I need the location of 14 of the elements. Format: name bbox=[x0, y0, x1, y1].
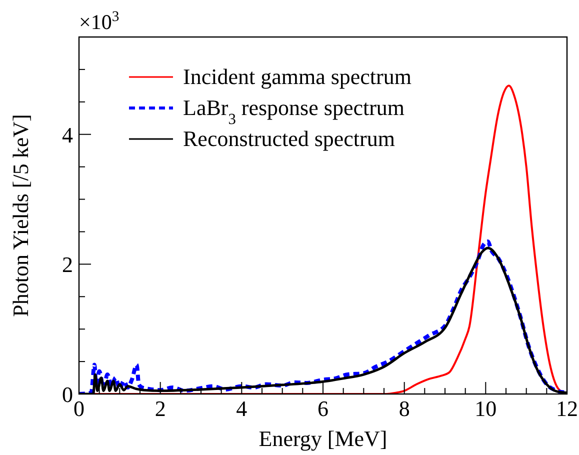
x-tick-label: 8 bbox=[398, 396, 410, 421]
legend-label: Incident gamma spectrum bbox=[183, 64, 412, 89]
x-axis-title: Energy [MeV] bbox=[258, 426, 388, 451]
x-tick-label: 10 bbox=[474, 396, 497, 421]
x-tick-label: 12 bbox=[556, 396, 578, 421]
y-tick-label: 2 bbox=[62, 252, 73, 278]
y-tick-label: 4 bbox=[62, 122, 73, 148]
x-tick-label: 2 bbox=[154, 396, 166, 421]
text: ×10$^{3}$ bbox=[79, 9, 120, 34]
legend-label: Reconstructed spectrum bbox=[183, 126, 395, 151]
legend-label: LaBr$_{3}$ response spectrum bbox=[183, 95, 405, 128]
x-tick-label: 6 bbox=[318, 396, 328, 421]
y-axis-title: Photon Yields [/5 keV] bbox=[8, 114, 33, 317]
x-tick-label: 4 bbox=[236, 396, 248, 421]
